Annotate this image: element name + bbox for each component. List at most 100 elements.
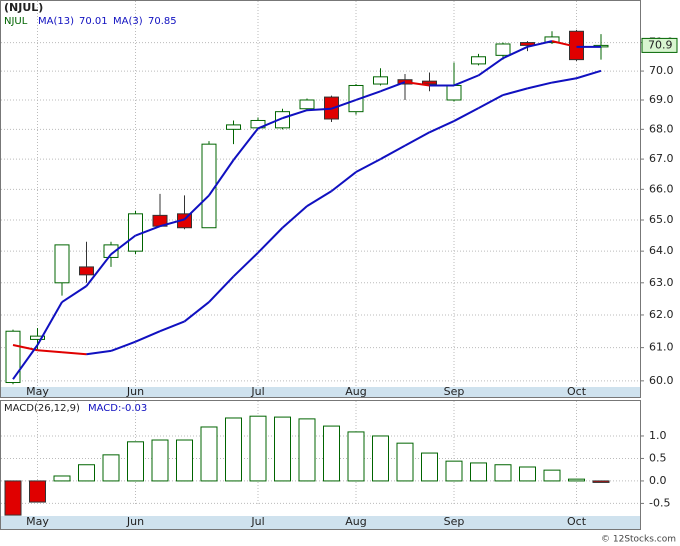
ma-line [135,225,161,237]
ma-line [61,351,87,356]
y-tick-label: 66.0 [649,182,674,195]
ma-line [36,301,63,346]
bar [323,425,340,482]
ma-line [306,190,333,207]
ma-line [37,349,63,354]
bar [225,417,242,482]
x-tick-label: Oct [567,385,587,398]
ma-line [477,57,504,77]
ma-line [502,45,528,60]
x-tick-label: Jun [126,385,144,398]
ma-line [429,120,455,134]
candle-body [5,330,21,384]
bar [519,466,536,482]
y-tick-label: 68.0 [649,122,674,135]
candle-body [348,84,364,113]
ma-line [61,285,88,303]
x-tick-label: Jul [250,515,264,528]
ma-line [110,234,137,256]
bar [249,415,267,482]
y-tick-label: 65.0 [649,213,674,226]
x-tick-label: Jul [250,385,264,398]
ma-line [551,77,577,84]
candle-body [397,79,413,85]
ma-line [208,159,235,196]
ma-line [453,107,479,122]
ma-line [232,127,259,161]
bar [102,454,120,482]
ma-line [551,40,577,48]
y-tick-label: 1.0 [649,429,667,442]
last-price-label: 70.9 [648,38,673,51]
candle-body [275,111,290,129]
ma-line [135,330,161,343]
bar [347,431,365,482]
bar [372,435,389,482]
candle-body [79,266,94,276]
bar [421,452,438,482]
x-tick-label: Jun [126,515,144,528]
legend-value: 70.85 [148,16,177,27]
ma-line [183,301,210,323]
bar [200,426,218,482]
y-tick-label: 0.0 [649,474,667,487]
ma-line [183,194,210,221]
legend-value: 70.01 [79,16,108,27]
y-tick-label: 0.5 [649,451,667,464]
bar [396,442,414,482]
ma-line [85,253,112,287]
y-tick-label: 61.0 [649,341,674,354]
ma-line [527,40,553,48]
x-tick-label: May [26,385,49,398]
x-tick-label: Sep [444,515,465,528]
x-tick-label: Sep [444,385,465,398]
last-price-box [641,37,678,53]
legend-entry: MA(3) [113,16,143,27]
ma-line [159,218,185,228]
footer: © 12Stocks.com [601,535,676,545]
y-tick-label: 62.0 [649,308,674,321]
ma-line [527,81,553,90]
ma-line [257,117,283,130]
y-tick-label: -0.5 [649,496,670,509]
ma-line [380,144,406,160]
x-tick-label: Aug [345,515,366,528]
bar [592,480,610,483]
y-tick-label: 69.0 [649,93,674,106]
ma-line [453,74,479,87]
ma-line [257,227,284,254]
candle-body [201,143,217,229]
candle-body [495,43,511,56]
candle-body [544,36,560,44]
y-tick-label: 60.0 [649,374,674,387]
bar [29,480,46,503]
bar [151,439,169,482]
ma-line [282,109,308,120]
candle-body [299,99,315,110]
ma-line [232,252,259,278]
ma-line [86,349,112,356]
macd-axis-band [1,516,640,529]
bar [53,475,71,482]
bar [568,478,585,482]
candle-body [373,76,388,85]
macd-legend-value: MACD:-0.03 [88,403,147,414]
ma-line [159,320,185,333]
bar [176,439,193,482]
ma-line [110,340,136,352]
bar [543,469,561,482]
bar [78,464,95,482]
candle-body [54,244,70,284]
macd-title: MACD(26,12,9) [4,403,80,414]
ma-line [12,344,39,380]
y-tick-label: 64.0 [649,244,674,257]
candle-body [446,84,462,101]
y-tick-label: 67.0 [649,152,674,165]
candle-body [520,42,535,46]
legend-symbol: NJUL [4,16,28,27]
x-tick-label: Oct [567,515,587,528]
macd-panel [0,400,641,530]
y-tick-label: 70.0 [649,64,674,77]
candle-body [128,213,143,252]
